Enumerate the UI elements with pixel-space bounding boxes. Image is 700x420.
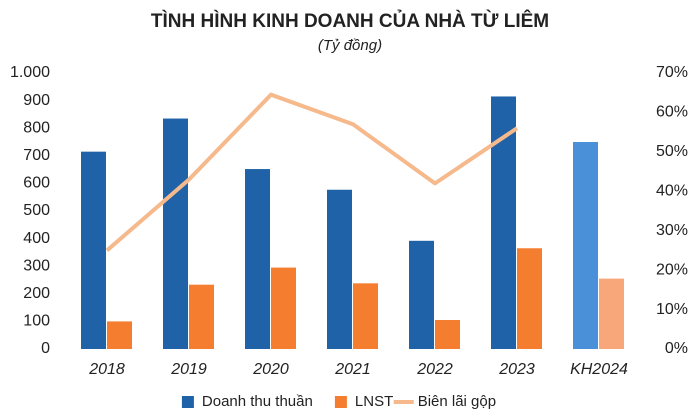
bar [245, 169, 270, 349]
y2-tick-label: 10% [656, 301, 688, 318]
bar [573, 142, 598, 349]
line [105, 92, 519, 252]
chart-subtitle: (Tỷ đồng) [318, 37, 382, 54]
legend-swatch [334, 396, 347, 408]
legend-label: Doanh thu thuần [202, 393, 313, 410]
y-tick-label: 600 [23, 175, 50, 192]
y-tick-label: 500 [23, 202, 50, 219]
y2-tick-label: 20% [656, 261, 688, 278]
y-tick-label: 0 [41, 340, 50, 357]
bar [81, 151, 106, 349]
chart-title: TÌNH HÌNH KINH DOANH CỦA NHÀ TỪ LIÊM [151, 10, 549, 32]
bar [107, 321, 132, 349]
y-tick-label: 800 [23, 119, 50, 136]
legend-label: LNST [355, 393, 393, 410]
y2-tick-label: 70% [656, 64, 688, 81]
y2-tick-label: 0% [665, 340, 688, 357]
x-tick-label: 2022 [416, 361, 453, 378]
y-tick-label: 1.000 [10, 64, 50, 81]
x-tick-label: 2021 [334, 361, 371, 378]
y-tick-label: 100 [23, 313, 50, 330]
bar [491, 96, 516, 350]
y2-tick-label: 60% [656, 104, 688, 121]
bar [327, 189, 352, 349]
x-tick-label: 2023 [498, 361, 535, 378]
x-tick-label: KH2024 [570, 361, 628, 378]
bar [409, 240, 434, 349]
x-tick-label: 2018 [88, 361, 125, 378]
y-tick-label: 200 [23, 285, 50, 302]
y-tick-label: 300 [23, 257, 50, 274]
bar [353, 283, 378, 349]
bar [435, 320, 460, 349]
x-tick-label: 2019 [170, 361, 207, 378]
y-tick-label: 700 [23, 147, 50, 164]
legend-swatch [181, 396, 194, 408]
y2-tick-label: 50% [656, 143, 688, 160]
bar [599, 278, 624, 349]
bar [271, 267, 296, 349]
bar [163, 118, 188, 349]
y2-tick-label: 40% [656, 183, 688, 200]
bar [517, 248, 542, 349]
y-tick-label: 400 [23, 230, 50, 247]
legend-label: Biên lãi gộp [418, 393, 496, 410]
y-tick-label: 900 [23, 92, 50, 109]
x-tick-label: 2020 [252, 361, 289, 378]
bar [189, 284, 214, 349]
y2-tick-label: 30% [656, 222, 688, 239]
